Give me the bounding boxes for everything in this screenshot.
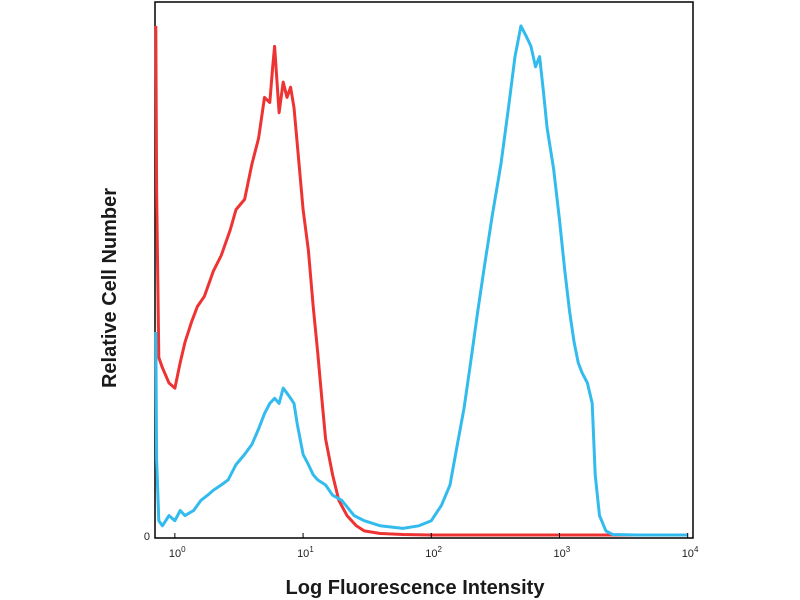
series-line-stained — [154, 24, 688, 537]
x-tick-2: 102 — [425, 533, 443, 560]
x-tick-label: 102 — [425, 545, 442, 560]
y-axis-label: Relative Cell Number — [99, 188, 121, 388]
x-tick-base: 10 — [553, 548, 565, 560]
x-tick-base: 10 — [297, 548, 309, 560]
x-tick-base: 10 — [682, 548, 694, 560]
plot-frame — [154, 1, 694, 539]
x-tick-label: 103 — [553, 545, 570, 560]
x-tick-exponent: 4 — [694, 545, 699, 554]
x-tick-label: 104 — [682, 545, 699, 560]
x-tick-exponent: 2 — [438, 545, 443, 554]
x-tick-base: 10 — [169, 548, 181, 560]
x-tick-exponent: 0 — [181, 545, 186, 554]
series-layer — [154, 24, 688, 537]
x-tick-label: 101 — [297, 545, 314, 560]
x-tick-base: 10 — [425, 548, 437, 560]
x-tick-4: 104 — [682, 533, 699, 560]
series-line-control — [154, 25, 688, 537]
x-tick-label: 100 — [169, 545, 186, 560]
x-tick-exponent: 1 — [309, 545, 314, 554]
x-axis-label: Log Fluorescence Intensity — [286, 577, 546, 599]
y-tick-label: 0 — [144, 531, 150, 543]
x-tick-3: 103 — [553, 533, 571, 560]
x-tick-exponent: 3 — [566, 545, 571, 554]
x-tick-1: 101 — [297, 533, 314, 560]
x-tick-0: 100 — [169, 533, 186, 560]
